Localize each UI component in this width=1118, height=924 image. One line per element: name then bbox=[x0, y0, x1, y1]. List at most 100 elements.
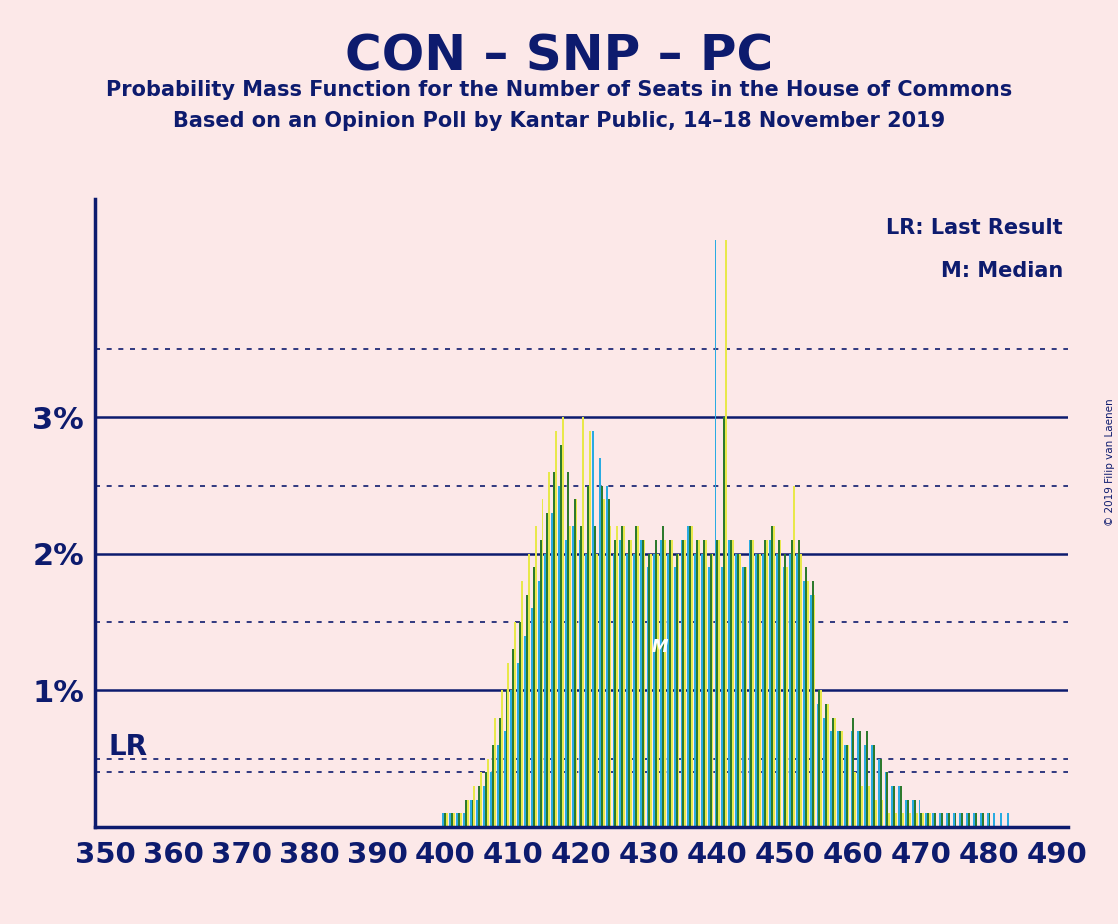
Bar bbox=[485, 772, 487, 827]
Bar bbox=[582, 418, 585, 827]
Bar bbox=[844, 745, 845, 827]
Bar bbox=[968, 813, 970, 827]
Bar bbox=[837, 732, 838, 827]
Bar bbox=[743, 567, 746, 827]
Bar bbox=[717, 541, 719, 827]
Bar bbox=[694, 553, 697, 827]
Bar bbox=[975, 813, 977, 827]
Bar bbox=[600, 485, 603, 827]
Bar bbox=[463, 813, 465, 827]
Bar bbox=[878, 759, 880, 827]
Bar bbox=[926, 813, 927, 827]
Bar bbox=[770, 527, 773, 827]
Bar bbox=[483, 786, 485, 827]
Bar bbox=[637, 527, 638, 827]
Bar bbox=[973, 813, 975, 827]
Bar bbox=[580, 527, 582, 827]
Bar bbox=[814, 595, 815, 827]
Bar bbox=[737, 553, 739, 827]
Bar bbox=[916, 813, 918, 827]
Bar bbox=[756, 553, 757, 827]
Bar bbox=[521, 581, 523, 827]
Bar bbox=[778, 541, 779, 827]
Bar bbox=[452, 813, 453, 827]
Bar bbox=[524, 636, 525, 827]
Bar bbox=[953, 813, 955, 827]
Bar bbox=[816, 704, 818, 827]
Bar bbox=[599, 458, 600, 827]
Bar bbox=[492, 745, 494, 827]
Bar bbox=[525, 595, 528, 827]
Text: CON – SNP – PC: CON – SNP – PC bbox=[344, 32, 774, 80]
Bar bbox=[860, 732, 861, 827]
Bar bbox=[922, 813, 925, 827]
Bar bbox=[519, 622, 521, 827]
Bar bbox=[779, 541, 781, 827]
Bar bbox=[710, 553, 711, 827]
Bar bbox=[793, 485, 795, 827]
Bar bbox=[786, 567, 788, 827]
Bar bbox=[453, 813, 455, 827]
Bar bbox=[560, 444, 562, 827]
Bar bbox=[459, 813, 462, 827]
Text: M: Median: M: Median bbox=[940, 261, 1063, 282]
Bar bbox=[691, 527, 693, 827]
Bar bbox=[446, 813, 448, 827]
Bar bbox=[832, 718, 834, 827]
Bar bbox=[834, 718, 836, 827]
Bar bbox=[757, 553, 759, 827]
Bar bbox=[629, 541, 632, 827]
Bar bbox=[606, 485, 607, 827]
Bar bbox=[907, 799, 909, 827]
Bar bbox=[578, 541, 580, 827]
Bar bbox=[864, 745, 866, 827]
Bar bbox=[861, 786, 863, 827]
Bar bbox=[783, 567, 785, 827]
Bar bbox=[935, 813, 936, 827]
Bar bbox=[528, 553, 530, 827]
Bar bbox=[708, 567, 710, 827]
Bar bbox=[481, 772, 482, 827]
Bar bbox=[562, 418, 563, 827]
Bar bbox=[927, 813, 929, 827]
Bar bbox=[622, 527, 623, 827]
Bar bbox=[913, 799, 916, 827]
Bar bbox=[853, 718, 854, 827]
Bar bbox=[807, 581, 808, 827]
Bar bbox=[465, 799, 466, 827]
Bar bbox=[675, 553, 678, 827]
Bar bbox=[548, 472, 550, 827]
Bar bbox=[838, 732, 841, 827]
Bar bbox=[919, 799, 920, 827]
Bar bbox=[479, 786, 481, 827]
Text: © 2019 Filip van Laenen: © 2019 Filip van Laenen bbox=[1105, 398, 1115, 526]
Bar bbox=[818, 690, 821, 827]
Bar bbox=[851, 732, 853, 827]
Bar bbox=[644, 541, 645, 827]
Bar bbox=[499, 718, 501, 827]
Bar bbox=[728, 541, 730, 827]
Bar bbox=[823, 718, 825, 827]
Bar bbox=[565, 541, 567, 827]
Bar bbox=[792, 541, 793, 827]
Bar bbox=[657, 553, 659, 827]
Bar bbox=[769, 541, 770, 827]
Bar bbox=[873, 745, 874, 827]
Bar bbox=[474, 786, 475, 827]
Bar bbox=[703, 541, 704, 827]
Bar bbox=[762, 553, 764, 827]
Bar bbox=[609, 527, 612, 827]
Bar bbox=[868, 786, 870, 827]
Bar bbox=[633, 553, 635, 827]
Bar bbox=[615, 541, 616, 827]
Bar bbox=[982, 813, 984, 827]
Bar bbox=[1007, 813, 1008, 827]
Bar bbox=[798, 541, 800, 827]
Bar bbox=[547, 513, 548, 827]
Bar bbox=[741, 567, 743, 827]
Bar bbox=[501, 690, 503, 827]
Bar bbox=[909, 813, 911, 827]
Bar bbox=[887, 772, 889, 827]
Bar bbox=[655, 541, 657, 827]
Bar bbox=[504, 732, 505, 827]
